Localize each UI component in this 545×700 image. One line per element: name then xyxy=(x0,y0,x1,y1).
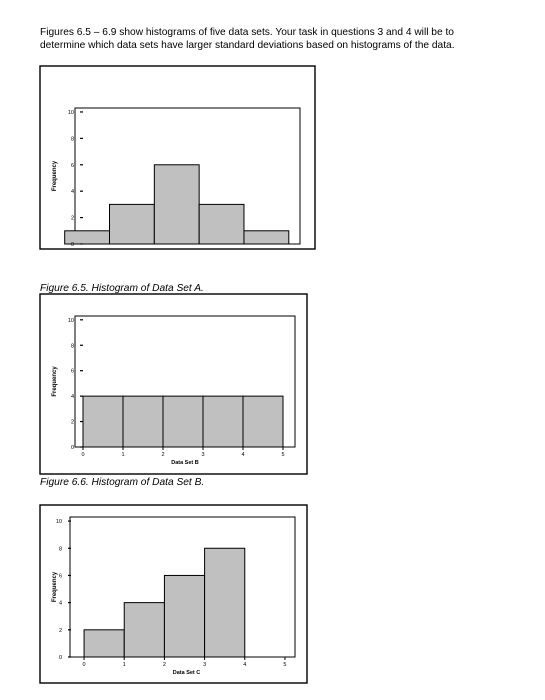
chart-b-x-tick-label: 2 xyxy=(161,452,164,458)
chart-c-y-tick-label: 0 xyxy=(59,655,62,661)
chart-b-x-tick-label: 0 xyxy=(81,452,84,458)
chart-c-y-tick-label: 8 xyxy=(59,546,62,552)
chart-b-x-axis-title: Data Set B xyxy=(171,460,199,466)
chart-b-bar xyxy=(82,395,124,448)
chart-a-y-tick-label: 2 xyxy=(71,216,74,222)
chart-c-x-tick-label: 4 xyxy=(243,662,246,668)
chart-b-bar xyxy=(242,395,284,448)
chart-b-y-tick-label: 0 xyxy=(71,445,74,451)
chart-c-x-tick-label: 2 xyxy=(163,662,166,668)
chart-c-x-tick-label: 1 xyxy=(123,662,126,668)
chart-c-y-tick-label: 2 xyxy=(59,628,62,634)
chart-b-y-tick-label: 6 xyxy=(71,369,74,375)
figure-6-6-caption: Figure 6.6. Histogram of Data Set B. xyxy=(40,477,205,488)
chart-a-bar xyxy=(153,164,200,245)
chart-b-x-tick-label: 5 xyxy=(281,452,284,458)
chart-c-x-axis-title: Data Set C xyxy=(173,670,201,676)
figure-6-5-caption: Figure 6.5. Histogram of Data Set A. xyxy=(40,283,204,294)
chart-a-y-tick-label: 10 xyxy=(68,110,74,116)
chart-b-y-tick-label: 8 xyxy=(71,343,74,349)
chart-b-x-tick-label: 4 xyxy=(241,452,244,458)
chart-b-x-tick-label: 1 xyxy=(121,452,124,458)
chart-c-x-tick-label: 5 xyxy=(283,662,286,668)
chart-b-bar xyxy=(122,395,164,448)
intro-paragraph: Figures 6.5 – 6.9 show histograms of fiv… xyxy=(40,27,455,51)
chart-a-bar xyxy=(243,230,290,245)
chart-a-y-tick-label: 0 xyxy=(71,242,74,248)
chart-b-bar xyxy=(202,395,244,448)
chart-a-bar xyxy=(109,203,155,245)
chart-c-y-tick-label: 10 xyxy=(56,519,62,525)
chart-b-y-tick-label: 10 xyxy=(68,318,74,324)
chart-c-x-tick-label: 3 xyxy=(203,662,206,668)
chart-b-y-tick-label: 4 xyxy=(71,394,74,400)
chart-b-y-tick-label: 2 xyxy=(71,420,74,426)
chart-c-y-axis-title: Frequency xyxy=(52,571,58,602)
chart-b-y-axis-title: Frequency xyxy=(52,366,58,397)
chart-a-bar xyxy=(198,203,245,245)
chart-c-y-tick-label: 4 xyxy=(59,601,62,607)
chart-b-x-tick-label: 3 xyxy=(201,452,204,458)
chart-c-bar xyxy=(123,602,165,658)
chart-c-bar xyxy=(163,574,206,658)
chart-a-y-tick-label: 8 xyxy=(71,136,74,142)
chart-a-y-tick-label: 6 xyxy=(71,163,74,169)
chart-b-bar xyxy=(162,395,204,448)
chart-c-y-tick-label: 6 xyxy=(59,573,62,579)
chart-c-bar xyxy=(83,629,125,658)
chart-a-y-tick-label: 4 xyxy=(71,189,74,195)
chart-a-y-axis-title: Frequency xyxy=(52,160,58,191)
chart-c-x-tick-label: 0 xyxy=(83,662,86,668)
chart-c-bar xyxy=(204,547,246,658)
